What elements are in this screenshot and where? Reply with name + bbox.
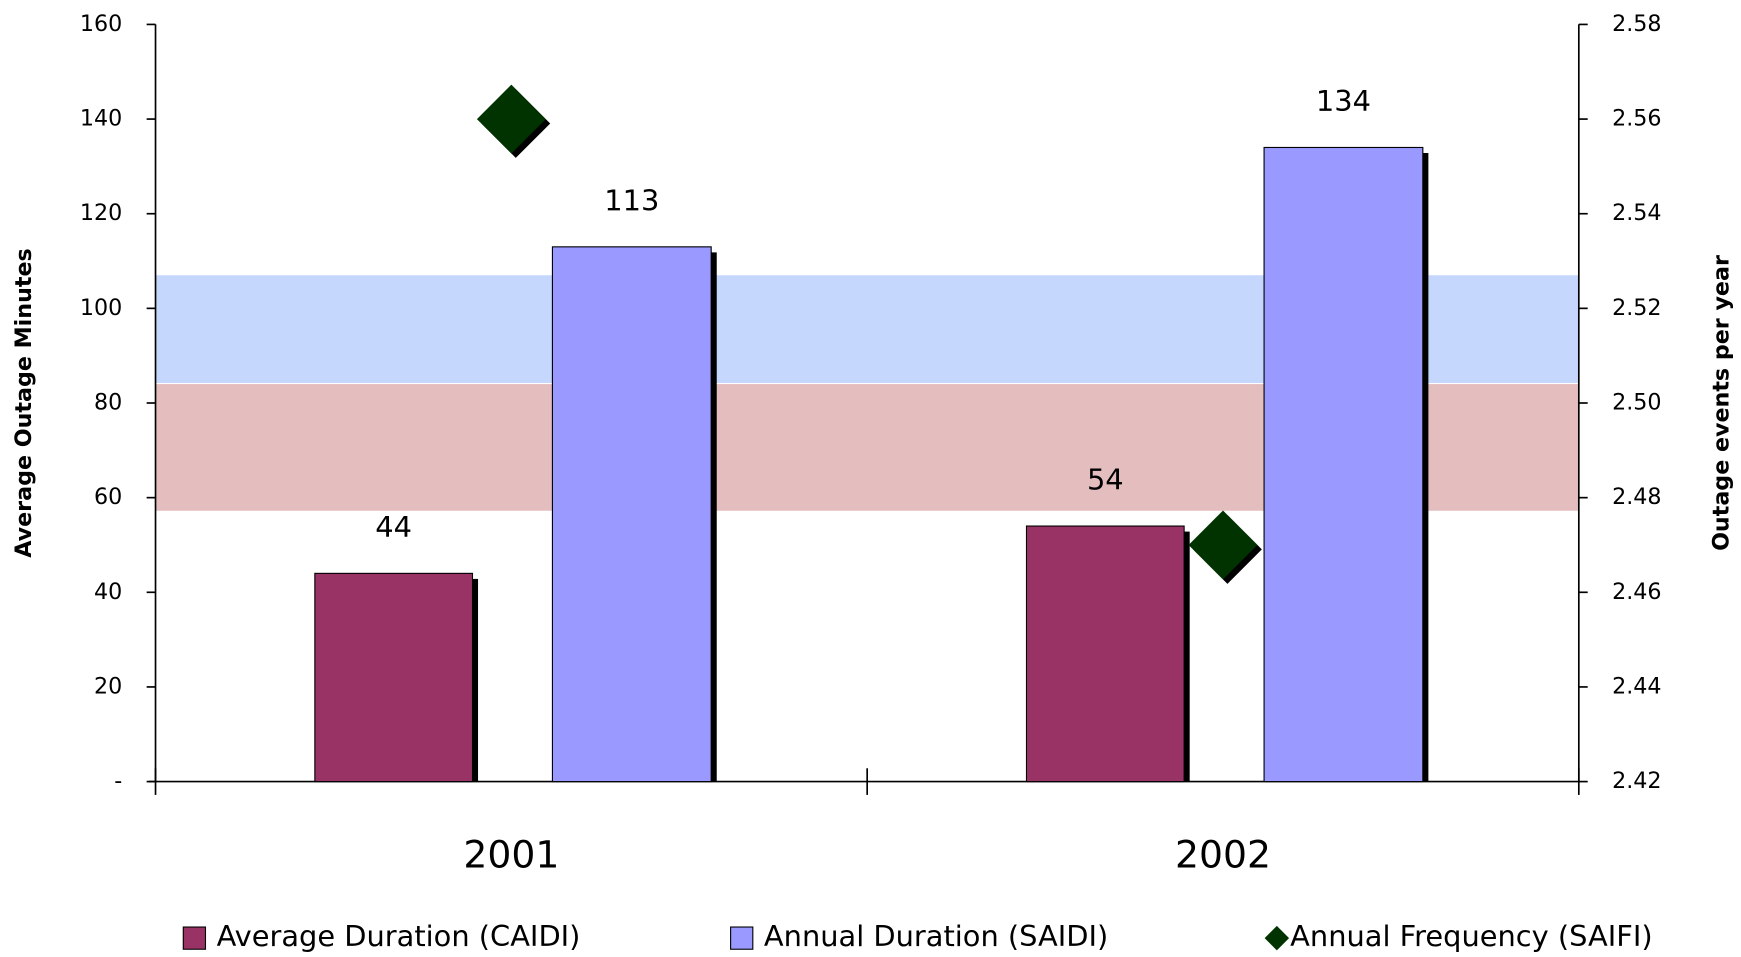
legend-label: Annual Duration (SAIDI): [764, 919, 1108, 953]
data-label: 113: [604, 183, 659, 217]
bar: [1263, 146, 1424, 783]
y-tick-label: 20: [94, 673, 122, 699]
y2-tick-label: 2.50: [1612, 390, 1661, 416]
data-label: 134: [1316, 84, 1371, 118]
data-label: 44: [375, 510, 412, 544]
legend-swatch: [730, 926, 754, 950]
y-tick-label: 160: [80, 11, 122, 37]
bar: [551, 246, 712, 783]
y-tick-label: 60: [94, 484, 122, 510]
legend-marker: [1264, 925, 1290, 951]
y2-tick-label: 2.42: [1612, 768, 1661, 794]
legend-label: Annual Frequency (SAIFI): [1290, 919, 1653, 953]
y-tick-label: 120: [80, 200, 122, 226]
y-tick-label: 100: [80, 295, 122, 321]
y-tick-label: 40: [94, 579, 122, 605]
y-tick-label: -: [114, 768, 122, 794]
y2-tick-label: 2.46: [1612, 579, 1661, 605]
y-axis-title: Average Outage Minutes: [11, 248, 37, 558]
marker: [476, 84, 546, 154]
bar: [1025, 525, 1185, 783]
y2-tick-label: 2.52: [1612, 295, 1661, 321]
bar: [314, 572, 474, 783]
y2-tick-label: 2.54: [1612, 200, 1661, 226]
x-tick-label: 2001: [463, 833, 559, 877]
data-label: 54: [1087, 463, 1124, 497]
legend-label: Average Duration (CAIDI): [217, 919, 581, 953]
marker: [1188, 510, 1258, 580]
y-tick-label: 140: [80, 106, 122, 132]
y2-tick-label: 2.44: [1612, 673, 1661, 699]
y2-tick-label: 2.56: [1612, 106, 1661, 132]
legend-swatch: [182, 926, 207, 950]
y2-tick-label: 2.48: [1612, 484, 1661, 510]
y2-tick-label: 2.58: [1612, 11, 1661, 37]
x-tick-label: 2002: [1175, 833, 1271, 877]
y2-axis-title: Outage events per year: [1709, 255, 1735, 551]
y-tick-label: 80: [94, 390, 122, 416]
